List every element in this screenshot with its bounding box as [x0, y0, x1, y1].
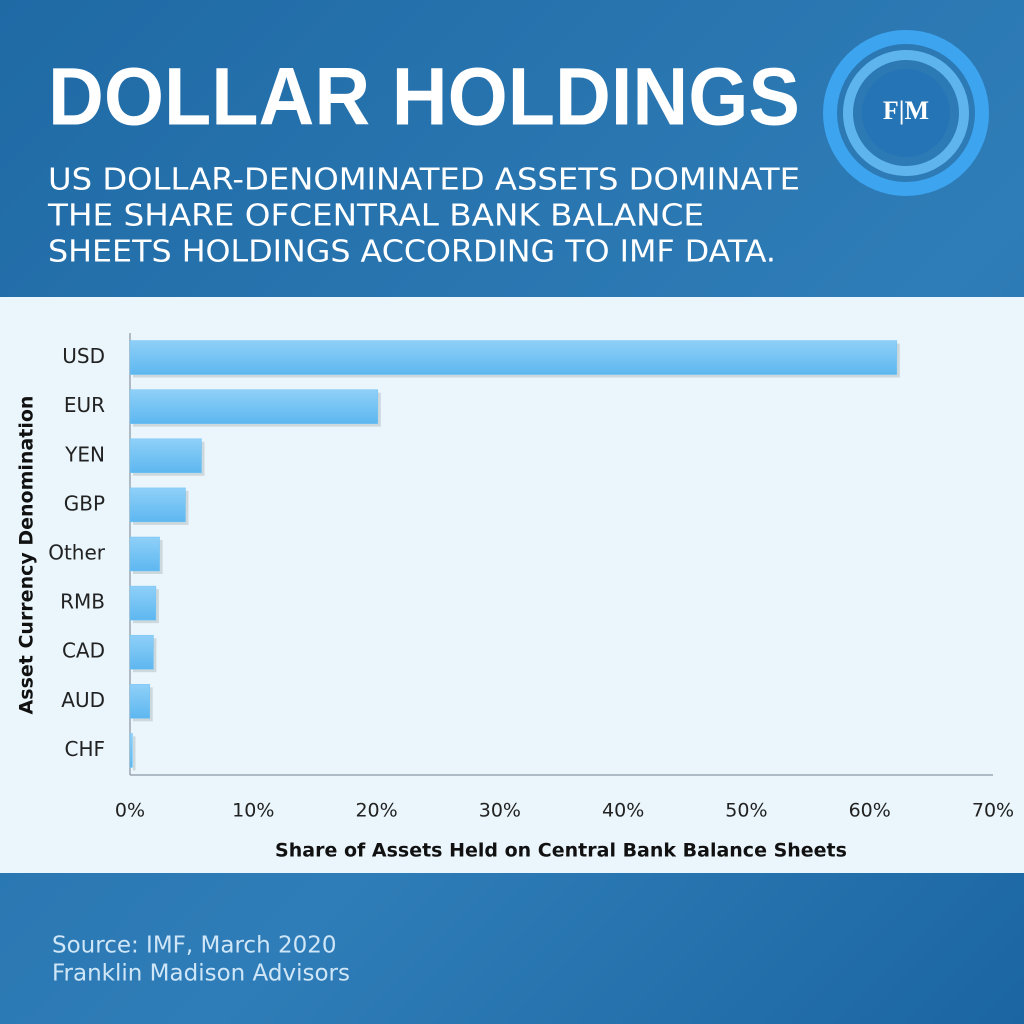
y-tick-label: Other: [48, 541, 106, 565]
bar: [129, 733, 133, 768]
x-tick-label: 60%: [849, 800, 891, 822]
subtitle-line: SHEETS HOLDINGS ACCORDING TO IMF DATA.: [48, 235, 776, 270]
x-tick-label: 40%: [602, 800, 644, 822]
bar: [129, 389, 379, 424]
x-tick-label: 20%: [355, 800, 397, 822]
y-tick-label: YEN: [64, 442, 105, 466]
y-tick-label: CAD: [62, 639, 105, 663]
y-tick-label: CHF: [64, 737, 105, 761]
subtitle-line: US DOLLAR-DENOMINATED ASSETS DOMINATE: [48, 163, 800, 198]
bar: [129, 340, 898, 375]
bar: [129, 536, 160, 572]
y-axis-title: Asset Currency Denomination: [16, 396, 38, 715]
x-tick-label: 30%: [479, 800, 521, 822]
y-tick-label: GBP: [64, 491, 105, 515]
bar-shadow: [133, 736, 136, 771]
bar: [129, 684, 150, 719]
x-tick-label: 50%: [725, 800, 767, 822]
logo-text: F|M: [883, 96, 929, 125]
x-axis-title: Share of Assets Held on Central Bank Bal…: [275, 840, 847, 862]
chart-panel: [0, 297, 1024, 873]
x-tick-label: 10%: [232, 800, 274, 822]
title: DOLLAR HOLDINGS: [48, 52, 800, 143]
bar: [129, 585, 157, 621]
y-tick-label: RMB: [60, 590, 105, 614]
y-tick-label: AUD: [61, 688, 105, 712]
y-tick-label: EUR: [64, 393, 105, 417]
logo: F|M: [823, 30, 989, 196]
x-tick-label: 70%: [972, 800, 1014, 822]
y-tick-label: USD: [62, 344, 105, 368]
bar: [129, 438, 202, 474]
source-line: Source: IMF, March 2020: [52, 933, 337, 959]
plot: 0% 10% 20% 30% 40% 50% 60% 70% USD EUR YEN GBP Other…: [48, 340, 1014, 822]
subtitle-line: THE SHARE OFCENTRAL BANK BALANCE: [47, 199, 704, 234]
source-line: Franklin Madison Advisors: [52, 961, 350, 987]
x-tick-label: 0%: [115, 800, 145, 822]
bar: [129, 634, 154, 670]
bar: [129, 487, 186, 523]
